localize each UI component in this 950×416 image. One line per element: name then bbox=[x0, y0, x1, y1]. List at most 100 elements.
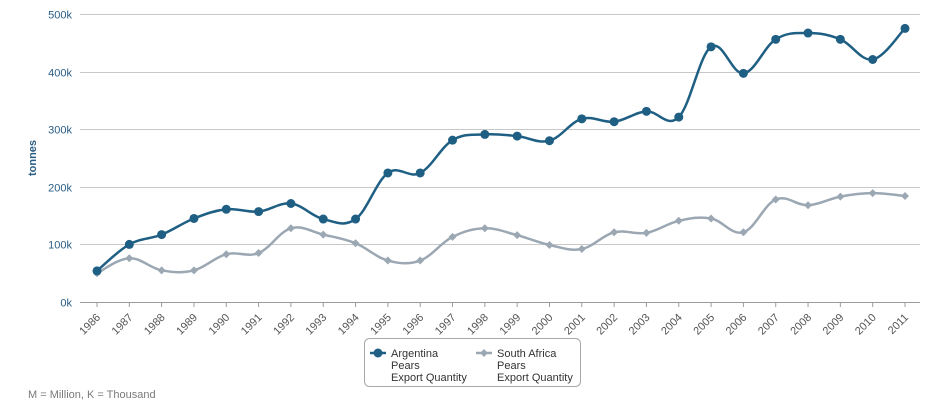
data-point[interactable] bbox=[835, 34, 845, 44]
data-point[interactable] bbox=[836, 192, 845, 201]
data-point[interactable] bbox=[707, 214, 716, 223]
legend-label: South Africa bbox=[497, 348, 557, 360]
data-point[interactable] bbox=[545, 240, 554, 249]
data-point[interactable] bbox=[254, 207, 264, 217]
data-point[interactable] bbox=[351, 214, 361, 224]
y-tick-label: 300k bbox=[48, 125, 72, 137]
x-tick-label: 2004 bbox=[659, 312, 685, 338]
data-point[interactable] bbox=[577, 245, 586, 254]
data-point[interactable] bbox=[222, 250, 231, 259]
data-point[interactable] bbox=[448, 135, 458, 145]
data-point[interactable] bbox=[351, 239, 360, 248]
data-point[interactable] bbox=[125, 254, 134, 263]
data-point[interactable] bbox=[739, 228, 748, 237]
data-point[interactable] bbox=[124, 239, 134, 249]
legend-box bbox=[364, 338, 581, 387]
x-tick-label: 2005 bbox=[691, 312, 717, 338]
data-point[interactable] bbox=[480, 129, 490, 139]
x-tick-label: 2011 bbox=[886, 312, 911, 337]
data-point[interactable] bbox=[512, 131, 522, 141]
x-tick-label: 1987 bbox=[110, 312, 136, 338]
x-tick-label: 2001 bbox=[562, 312, 588, 338]
data-point[interactable] bbox=[383, 256, 392, 265]
y-axis-label: tonnes bbox=[27, 140, 39, 176]
data-point[interactable] bbox=[189, 266, 198, 275]
series-south-africa bbox=[93, 189, 909, 278]
data-point[interactable] bbox=[771, 195, 780, 204]
data-point[interactable] bbox=[286, 199, 296, 209]
y-tick-label: 500k bbox=[48, 10, 72, 22]
x-tick-label: 1994 bbox=[336, 312, 362, 338]
legend-label: Export Quantity bbox=[497, 372, 573, 384]
x-tick-label: 2007 bbox=[756, 312, 782, 338]
data-point[interactable] bbox=[221, 204, 231, 214]
data-point[interactable] bbox=[868, 189, 877, 198]
x-tick-label: 1996 bbox=[401, 312, 427, 338]
data-point[interactable] bbox=[577, 114, 587, 124]
data-point[interactable] bbox=[803, 28, 813, 38]
data-point[interactable] bbox=[900, 23, 910, 33]
data-point[interactable] bbox=[157, 266, 166, 275]
series-line bbox=[96, 191, 906, 275]
x-tick-label: 2006 bbox=[724, 312, 750, 338]
x-tick-label: 1995 bbox=[368, 312, 394, 338]
legend-marker bbox=[480, 349, 488, 357]
data-point[interactable] bbox=[738, 68, 748, 78]
y-tick-label: 200k bbox=[48, 183, 72, 195]
data-point[interactable] bbox=[416, 256, 425, 265]
x-axis: 1986 1987 1988 1989 1990 1991 1992 1993 1994 1995… bbox=[77, 302, 911, 337]
x-tick-label: 2008 bbox=[788, 312, 814, 338]
x-tick-label: 1998 bbox=[465, 312, 491, 338]
data-point[interactable] bbox=[92, 266, 102, 276]
series-argentina bbox=[92, 23, 910, 276]
x-tick-label: 1997 bbox=[433, 312, 459, 338]
data-point[interactable] bbox=[804, 201, 813, 210]
legend-label: Pears bbox=[497, 360, 526, 372]
data-point[interactable] bbox=[610, 228, 619, 237]
data-point[interactable] bbox=[609, 117, 619, 127]
x-tick-label: 1999 bbox=[497, 312, 523, 338]
x-tick-label: 1988 bbox=[142, 312, 168, 338]
x-tick-label: 1986 bbox=[77, 312, 103, 338]
data-point[interactable] bbox=[383, 168, 393, 178]
footnote: M = Million, K = Thousand bbox=[28, 389, 156, 401]
data-point[interactable] bbox=[254, 249, 263, 258]
data-point[interactable] bbox=[771, 34, 781, 44]
x-tick-label: 1990 bbox=[207, 312, 233, 338]
data-point[interactable] bbox=[448, 232, 457, 241]
data-point[interactable] bbox=[642, 228, 651, 237]
data-point[interactable] bbox=[480, 224, 489, 233]
x-tick-label: 2003 bbox=[627, 312, 653, 338]
legend-label: Argentina bbox=[391, 348, 439, 360]
data-point[interactable] bbox=[641, 106, 651, 116]
data-point[interactable] bbox=[189, 213, 199, 223]
data-point[interactable] bbox=[286, 224, 295, 233]
legend-label: Pears bbox=[391, 360, 420, 372]
x-tick-label: 1991 bbox=[239, 312, 265, 338]
x-tick-label: 1993 bbox=[304, 312, 330, 338]
data-point[interactable] bbox=[318, 214, 328, 224]
data-point[interactable] bbox=[157, 230, 167, 240]
data-point[interactable] bbox=[319, 230, 328, 239]
plot-area bbox=[92, 23, 910, 278]
data-point[interactable] bbox=[513, 231, 522, 240]
data-point[interactable] bbox=[674, 216, 683, 225]
y-axis: 0k 100k 200k 300k 400k 500k bbox=[48, 10, 72, 310]
y-tick-label: 0k bbox=[60, 298, 72, 310]
data-point[interactable] bbox=[544, 136, 554, 146]
data-point[interactable] bbox=[868, 55, 878, 65]
x-tick-label: 2002 bbox=[594, 312, 620, 338]
y-tick-label: 100k bbox=[48, 240, 72, 252]
y-tick-label: 400k bbox=[48, 68, 72, 80]
data-point[interactable] bbox=[706, 42, 716, 52]
data-point[interactable] bbox=[674, 112, 684, 122]
data-point[interactable] bbox=[415, 168, 425, 178]
x-tick-label: 2010 bbox=[853, 312, 879, 338]
data-point[interactable] bbox=[901, 192, 909, 201]
x-tick-label: 1992 bbox=[271, 312, 297, 338]
legend-label: Export Quantity bbox=[391, 372, 467, 384]
